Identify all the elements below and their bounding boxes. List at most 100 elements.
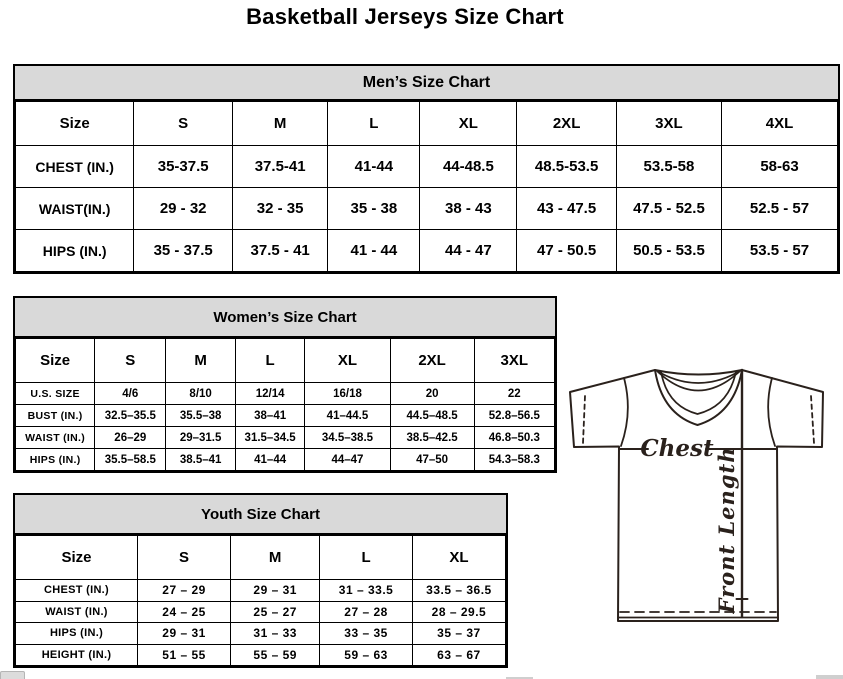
youth-chart-title: Youth Size Chart [15,495,506,535]
front-length-label: Front Length [714,447,739,615]
size-value-cell: 43 - 47.5 [516,187,617,230]
womens-chart-title: Women’s Size Chart [15,298,555,338]
corner-label: Size [14,101,135,146]
size-column-header: 2XL [389,338,475,383]
size-column-header: L [327,101,421,146]
size-value-cell: 37.5 - 41 [231,229,329,272]
size-value-cell: 44-48.5 [419,145,518,188]
size-header-row: Size S M L XL [15,535,507,580]
size-column-header: XL [419,101,518,146]
size-column-header: L [319,535,413,580]
size-value-cell: 44.5–48.5 [389,404,475,427]
table-row: HIPS (IN.) 35 - 37.5 37.5 - 41 41 - 44 44 - … [14,229,838,272]
table-row: HIPS (IN.) 29 – 31 31 – 33 33 – 35 35 – 37 [15,622,507,645]
size-value-cell: 38–41 [234,404,306,427]
table-row: HEIGHT (IN.) 51 – 55 55 – 59 59 – 63 63 – 67 [15,643,507,666]
right-armhole-seam [767,377,776,447]
corner-label: Size [15,535,138,580]
size-value-cell: 25 – 27 [230,600,321,623]
jersey-outline [569,369,824,622]
mens-size-chart: Men’s Size Chart Size S M L XL 2XL 3XL 4XL CHEST… [13,64,840,274]
size-column-header: L [234,338,306,383]
size-value-cell: 35.5–38 [165,404,236,427]
row-label: HIPS (IN.) [14,448,96,471]
size-value-cell: 52.5 - 57 [721,187,838,230]
size-value-cell: 35-37.5 [133,145,233,188]
size-value-cell: 8/10 [165,382,236,405]
size-value-cell: 31 – 33.5 [319,579,413,602]
row-label: BUST (IN.) [14,404,96,427]
size-value-cell: 4/6 [94,382,167,405]
size-value-cell: 51 – 55 [136,643,232,666]
jersey-measurement-diagram: Chest Front Length [569,368,824,622]
size-value-cell: 44 - 47 [419,229,518,272]
size-value-cell: 29 – 31 [136,622,232,645]
size-value-cell: 26–29 [94,426,167,449]
youth-size-chart: Youth Size Chart Size S M L XL CHEST (IN.) 27 … [13,493,508,668]
size-value-cell: 41–44.5 [304,404,391,427]
size-value-cell: 53.5-58 [615,145,723,188]
table-row: HIPS (IN.) 35.5–58.5 38.5–41 41–44 44–47 47–5… [14,448,556,471]
size-value-cell: 29 - 32 [133,187,233,230]
size-value-cell: 27 – 28 [319,600,413,623]
table-row: CHEST (IN.) 35-37.5 37.5-41 41-44 44-48.5 48.… [14,145,838,188]
size-value-cell: 54.3–58.3 [473,448,556,471]
size-value-cell: 29 – 31 [230,579,321,602]
collar-rib-arc-1 [656,370,741,384]
row-label: U.S. SIZE [14,382,96,405]
size-column-header: 3XL [473,338,556,383]
womens-size-table: Size S M L XL 2XL 3XL U.S. SIZE 4/6 8/10 12/14 16/1… [14,338,556,471]
size-value-cell: 41 - 44 [327,229,421,272]
size-value-cell: 53.5 - 57 [721,229,838,272]
size-header-row: Size S M L XL 2XL 3XL 4XL [14,101,838,146]
size-column-header: 2XL [516,101,617,146]
size-column-header: S [136,535,232,580]
size-value-cell: 16/18 [304,382,391,405]
row-label: HIPS (IN.) [15,622,138,645]
size-value-cell: 47 - 50.5 [516,229,617,272]
size-column-header: S [94,338,167,383]
size-column-header: M [231,101,329,146]
bottom-edge-fragment-left [0,671,25,679]
chest-label: Chest [640,435,714,462]
size-value-cell: 34.5–38.5 [304,426,391,449]
size-value-cell: 52.8–56.5 [473,404,556,427]
size-value-cell: 55 – 59 [230,643,321,666]
size-column-header: S [133,101,233,146]
size-value-cell: 48.5-53.5 [516,145,617,188]
row-label: WAIST(IN.) [14,187,135,230]
size-value-cell: 32 - 35 [231,187,329,230]
youth-size-table: Size S M L XL CHEST (IN.) 27 – 29 29 – 31 31 – 3… [15,535,507,666]
table-row: U.S. SIZE 4/6 8/10 12/14 16/18 20 22 [14,382,556,405]
size-header-row: Size S M L XL 2XL 3XL [14,338,556,383]
table-row: WAIST (IN.) 26–29 29–31.5 31.5–34.5 34.5–38.… [14,426,556,449]
size-column-header: 3XL [615,101,723,146]
mens-size-table: Size S M L XL 2XL 3XL 4XL CHEST (IN.) 35-37.5 37.5… [14,101,838,272]
size-value-cell: 38 - 43 [419,187,518,230]
womens-size-chart: Women’s Size Chart Size S M L XL 2XL 3XL U.S. S… [13,296,557,473]
bottom-edge-fragment-middle [506,677,533,679]
size-value-cell: 35 – 37 [411,622,507,645]
size-value-cell: 20 [389,382,475,405]
size-value-cell: 38.5–42.5 [389,426,475,449]
table-row: WAIST (IN.) 24 – 25 25 – 27 27 – 28 28 – 29.… [15,600,507,623]
size-value-cell: 58-63 [721,145,838,188]
collar-outer-v [654,369,743,426]
size-value-cell: 33 – 35 [319,622,413,645]
size-column-header: 4XL [721,101,838,146]
row-label: WAIST (IN.) [14,426,96,449]
size-value-cell: 29–31.5 [165,426,236,449]
table-row: WAIST(IN.) 29 - 32 32 - 35 35 - 38 38 - 43 43… [14,187,838,230]
size-value-cell: 31.5–34.5 [234,426,306,449]
row-label: WAIST (IN.) [15,600,138,623]
mens-chart-title: Men’s Size Chart [15,66,838,101]
size-value-cell: 32.5–35.5 [94,404,167,427]
table-row: BUST (IN.) 32.5–35.5 35.5–38 38–41 41–44.5 44… [14,404,556,427]
size-value-cell: 35 - 37.5 [133,229,233,272]
size-value-cell: 12/14 [234,382,306,405]
row-label: CHEST (IN.) [14,145,135,188]
size-value-cell: 35 - 38 [327,187,421,230]
row-label: HIPS (IN.) [14,229,135,272]
size-column-header: XL [411,535,507,580]
